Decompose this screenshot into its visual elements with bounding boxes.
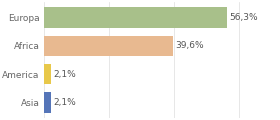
Text: 39,6%: 39,6% xyxy=(175,41,204,50)
Text: 2,1%: 2,1% xyxy=(54,70,76,79)
Text: 2,1%: 2,1% xyxy=(54,98,76,107)
Bar xyxy=(44,36,173,56)
Bar xyxy=(44,64,51,84)
Bar xyxy=(44,7,227,28)
Bar xyxy=(44,92,51,113)
Text: 56,3%: 56,3% xyxy=(230,13,258,22)
